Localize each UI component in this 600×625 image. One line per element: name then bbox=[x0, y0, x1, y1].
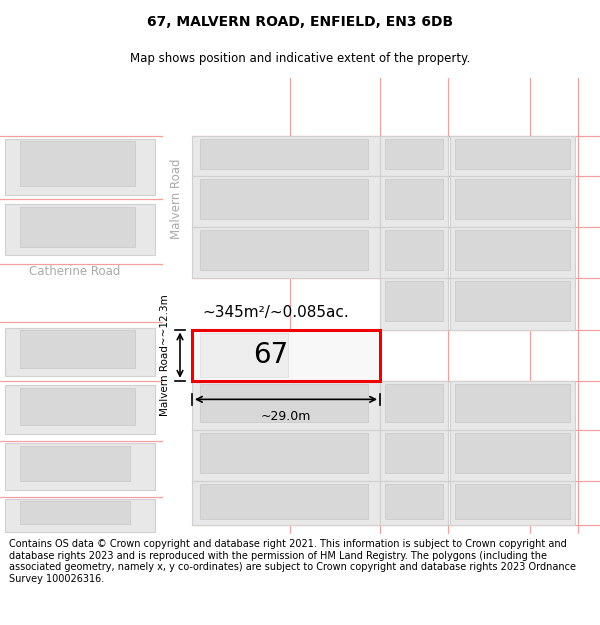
Bar bbox=[192, 227, 380, 278]
Bar bbox=[192, 176, 380, 227]
Bar bbox=[5, 328, 155, 376]
Text: Malvern Road: Malvern Road bbox=[170, 159, 184, 239]
Bar bbox=[192, 481, 380, 525]
Bar bbox=[200, 333, 288, 377]
Bar bbox=[20, 141, 135, 186]
Bar bbox=[5, 139, 155, 194]
Bar bbox=[380, 136, 448, 176]
Bar bbox=[385, 179, 443, 219]
Bar bbox=[450, 136, 575, 176]
Bar bbox=[380, 430, 448, 481]
Bar bbox=[200, 139, 368, 169]
Bar bbox=[192, 329, 380, 381]
Bar bbox=[200, 484, 368, 519]
Bar bbox=[385, 484, 443, 519]
Bar bbox=[450, 227, 575, 278]
Bar bbox=[20, 207, 135, 247]
Bar bbox=[385, 230, 443, 270]
Bar bbox=[20, 446, 130, 481]
Text: 67: 67 bbox=[253, 341, 289, 369]
Text: Catherine Road: Catherine Road bbox=[29, 265, 121, 278]
Bar bbox=[5, 443, 155, 489]
Bar bbox=[200, 433, 368, 473]
Text: Contains OS data © Crown copyright and database right 2021. This information is : Contains OS data © Crown copyright and d… bbox=[9, 539, 576, 584]
Text: Malvern Road~~12.3m: Malvern Road~~12.3m bbox=[160, 294, 170, 416]
Bar bbox=[385, 281, 443, 321]
Bar bbox=[380, 176, 448, 227]
Bar bbox=[385, 433, 443, 473]
Bar bbox=[450, 481, 575, 525]
Bar bbox=[5, 386, 155, 434]
Bar bbox=[455, 281, 570, 321]
Text: Map shows position and indicative extent of the property.: Map shows position and indicative extent… bbox=[130, 52, 470, 65]
Text: ~345m²/~0.085ac.: ~345m²/~0.085ac. bbox=[202, 305, 349, 320]
Bar bbox=[450, 381, 575, 430]
Bar bbox=[385, 139, 443, 169]
Bar bbox=[450, 430, 575, 481]
Bar bbox=[455, 139, 570, 169]
Bar bbox=[192, 381, 380, 430]
Bar bbox=[20, 331, 135, 367]
Text: ~29.0m: ~29.0m bbox=[261, 409, 311, 422]
Bar bbox=[200, 179, 368, 219]
Text: 67, MALVERN ROAD, ENFIELD, EN3 6DB: 67, MALVERN ROAD, ENFIELD, EN3 6DB bbox=[147, 16, 453, 29]
Bar bbox=[455, 179, 570, 219]
Bar bbox=[200, 384, 368, 422]
Bar bbox=[450, 278, 575, 329]
Bar bbox=[380, 381, 448, 430]
Bar bbox=[455, 230, 570, 270]
Bar bbox=[380, 227, 448, 278]
Bar bbox=[192, 136, 380, 176]
Bar bbox=[192, 430, 380, 481]
Bar bbox=[200, 230, 368, 270]
Bar bbox=[5, 499, 155, 532]
Bar bbox=[455, 384, 570, 422]
Bar bbox=[450, 176, 575, 227]
Bar bbox=[455, 433, 570, 473]
Bar bbox=[20, 501, 130, 524]
Bar bbox=[455, 484, 570, 519]
Bar bbox=[380, 481, 448, 525]
Bar bbox=[5, 204, 155, 255]
Bar bbox=[20, 388, 135, 426]
Bar bbox=[380, 278, 448, 329]
Bar bbox=[385, 384, 443, 422]
